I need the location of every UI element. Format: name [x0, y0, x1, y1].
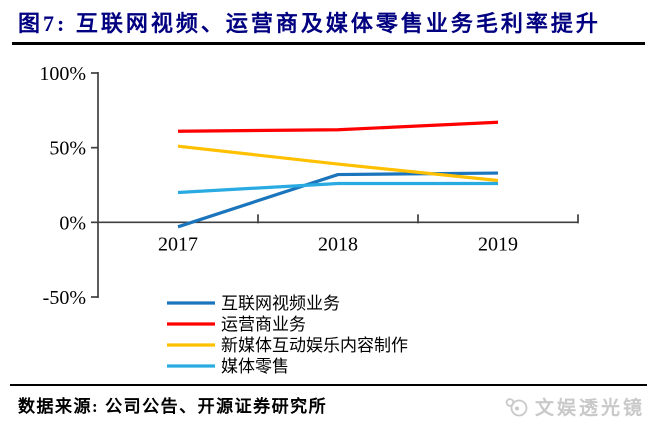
- watermark-text: 文娱透光镜: [535, 398, 646, 419]
- data-source-label: 数据来源:: [18, 397, 100, 416]
- legend-label-0: 互联网视频业务: [221, 294, 340, 313]
- series-line-0: [177, 171, 499, 229]
- series-line-2: [177, 144, 499, 183]
- legend-label-1: 运营商业务: [221, 315, 306, 334]
- line-chart: 100% 50% 0% -50% 2017 2018 2019 互联网视频业务运营商业务新媒体…: [39, 63, 579, 376]
- series-line-1: [177, 120, 499, 133]
- x-axis-label: 2018: [318, 233, 358, 255]
- watermark: 文娱透光镜: [504, 393, 645, 420]
- x-axis-label: 2017: [158, 233, 198, 255]
- watermark-logo-icon: [505, 397, 528, 416]
- data-source: 数据来源: 公司公告、开源证券研究所: [18, 392, 327, 417]
- y-axis-label: -50%: [43, 287, 86, 309]
- footer-divider: [10, 384, 647, 386]
- legend-label-3: 媒体零售: [221, 357, 289, 376]
- data-source-text: 公司公告、开源证券研究所: [105, 397, 328, 416]
- y-axis-label: 50%: [49, 138, 86, 160]
- title-divider: [12, 42, 645, 45]
- y-axis-label: 0%: [59, 212, 86, 234]
- figure-title: 图7: 互联网视频、运营商及媒体零售业务毛利率提升: [18, 11, 601, 36]
- legend-label-2: 新媒体互动娱乐内容制作: [221, 336, 408, 355]
- series-line-3: [177, 181, 498, 195]
- y-axis-label: 100%: [39, 63, 86, 85]
- x-axis-label: 2019: [478, 233, 518, 255]
